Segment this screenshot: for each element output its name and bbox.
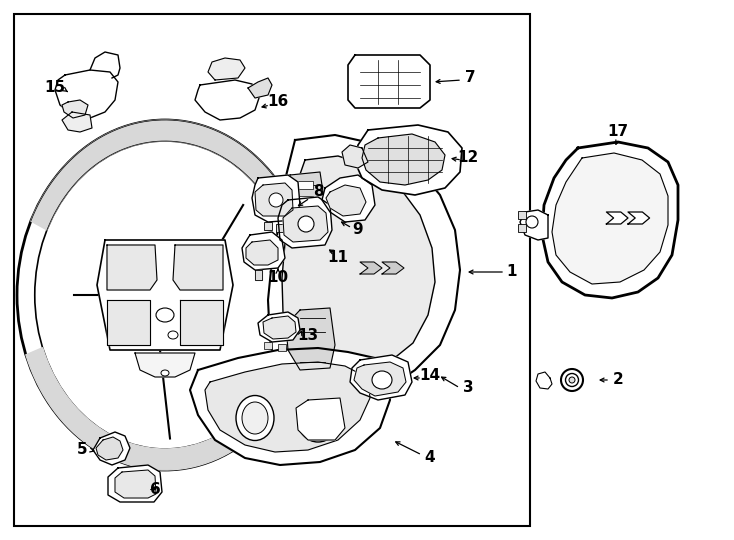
Ellipse shape (526, 216, 538, 228)
Bar (278, 344, 286, 351)
Polygon shape (322, 175, 375, 222)
Polygon shape (115, 470, 156, 498)
Text: 9: 9 (353, 222, 363, 238)
Ellipse shape (236, 395, 274, 441)
Polygon shape (107, 300, 150, 345)
Bar (293, 181, 313, 189)
Polygon shape (255, 183, 293, 216)
Ellipse shape (565, 374, 578, 387)
Polygon shape (255, 270, 262, 280)
Polygon shape (31, 120, 293, 230)
Polygon shape (286, 308, 335, 370)
Polygon shape (195, 80, 260, 120)
Polygon shape (258, 312, 300, 342)
Polygon shape (360, 262, 382, 274)
Bar (293, 211, 313, 219)
Polygon shape (552, 153, 668, 284)
Polygon shape (205, 362, 370, 452)
Bar (264, 222, 272, 230)
Bar (293, 224, 313, 232)
Ellipse shape (569, 377, 575, 383)
Polygon shape (246, 240, 278, 265)
Text: 13: 13 (297, 327, 319, 342)
Polygon shape (362, 134, 445, 185)
Bar (518, 211, 526, 219)
Polygon shape (263, 316, 296, 339)
Polygon shape (342, 145, 368, 168)
Polygon shape (248, 78, 272, 98)
Polygon shape (520, 210, 548, 240)
Polygon shape (283, 206, 328, 242)
Polygon shape (190, 348, 390, 465)
Text: 2: 2 (613, 373, 623, 388)
Polygon shape (268, 135, 460, 400)
Polygon shape (348, 55, 430, 108)
Bar (14, 14, 530, 526)
Text: 5: 5 (76, 442, 87, 457)
Ellipse shape (168, 331, 178, 339)
Polygon shape (278, 197, 332, 248)
Text: 3: 3 (462, 381, 473, 395)
Ellipse shape (156, 308, 174, 322)
Polygon shape (96, 437, 123, 460)
Polygon shape (536, 372, 552, 389)
Polygon shape (282, 156, 435, 374)
Bar (518, 224, 526, 232)
Text: 12: 12 (457, 151, 479, 165)
Bar (264, 342, 272, 349)
Ellipse shape (298, 402, 338, 442)
Polygon shape (606, 212, 628, 224)
Text: 7: 7 (465, 71, 476, 85)
Polygon shape (628, 212, 650, 224)
Polygon shape (135, 353, 195, 377)
Polygon shape (296, 398, 345, 440)
Polygon shape (350, 355, 412, 400)
Text: 8: 8 (313, 185, 323, 199)
Ellipse shape (372, 371, 392, 389)
Polygon shape (93, 432, 130, 465)
Polygon shape (107, 245, 157, 290)
Polygon shape (108, 465, 162, 502)
Text: 17: 17 (608, 125, 628, 139)
Polygon shape (62, 112, 92, 132)
Polygon shape (355, 125, 462, 195)
Polygon shape (326, 185, 366, 216)
Text: 11: 11 (327, 251, 349, 266)
Polygon shape (382, 262, 404, 274)
Polygon shape (26, 348, 278, 470)
Polygon shape (208, 58, 245, 80)
Bar (276, 224, 284, 232)
Polygon shape (354, 362, 406, 396)
Ellipse shape (161, 370, 169, 376)
Polygon shape (252, 175, 300, 222)
Ellipse shape (561, 369, 583, 391)
Polygon shape (180, 300, 223, 345)
Text: 6: 6 (150, 483, 160, 497)
Text: 15: 15 (45, 80, 65, 96)
Polygon shape (242, 232, 285, 270)
Polygon shape (62, 100, 88, 118)
Text: 16: 16 (267, 94, 288, 110)
Polygon shape (542, 142, 678, 298)
Text: 4: 4 (425, 450, 435, 465)
Polygon shape (55, 70, 118, 118)
Ellipse shape (34, 141, 295, 449)
Text: 1: 1 (506, 265, 517, 280)
Text: 14: 14 (419, 368, 440, 382)
Ellipse shape (298, 216, 314, 232)
Polygon shape (282, 172, 325, 240)
Text: 10: 10 (267, 271, 288, 286)
Ellipse shape (269, 193, 283, 207)
Ellipse shape (242, 402, 268, 434)
Polygon shape (97, 240, 233, 350)
Bar (293, 196, 313, 204)
Polygon shape (173, 245, 223, 290)
Ellipse shape (17, 120, 313, 470)
